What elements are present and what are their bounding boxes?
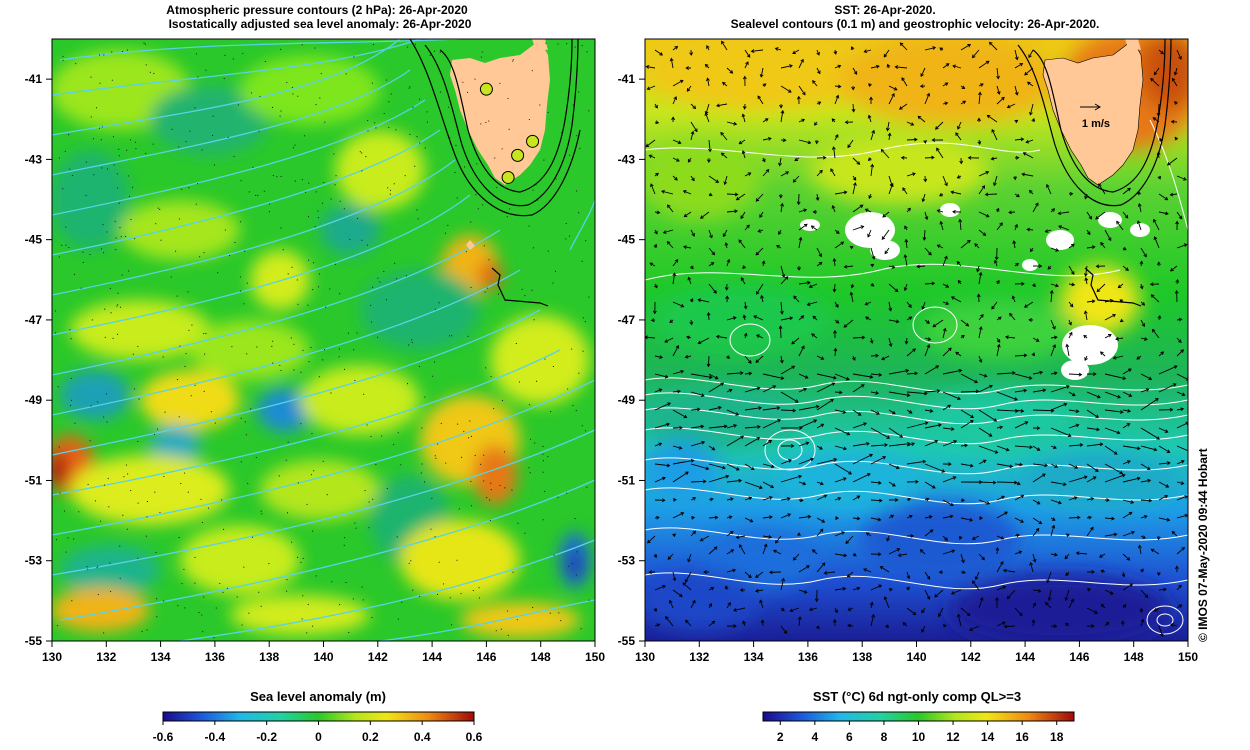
colorbar-tick-label: 16 bbox=[1015, 730, 1029, 744]
left-map-panel: 130 132 134 136 138 140 142 144 146 148 150 -41 -43 -… bbox=[25, 38, 606, 664]
right-map-panel: 1 m/s 130 132 134 136 138 140 142 144 146 148 150 -… bbox=[618, 38, 1199, 664]
x-tick-label: 146 bbox=[1069, 650, 1089, 664]
y-tick-label: -47 bbox=[618, 313, 636, 327]
y-tick-label: -53 bbox=[25, 554, 43, 568]
x-tick-label: 142 bbox=[368, 650, 388, 664]
x-tick-label: 130 bbox=[635, 650, 655, 664]
x-tick-label: 132 bbox=[689, 650, 709, 664]
sst-colorbar: SST (°C) 6d ngt-only comp QL>=3 2 4 6 8 10 12… bbox=[762, 689, 1075, 744]
colorbar-tick-label: 0.6 bbox=[466, 730, 483, 744]
y-tick-label: -51 bbox=[25, 473, 43, 487]
tide-gauge-stations bbox=[479, 82, 540, 184]
x-tick-label: 140 bbox=[906, 650, 926, 664]
x-tick-label: 130 bbox=[42, 650, 62, 664]
colorbar-tick-label: 12 bbox=[946, 730, 960, 744]
x-tick-label: 148 bbox=[531, 650, 551, 664]
right-title-line2: Sealevel contours (0.1 m) and geostrophi… bbox=[731, 17, 1100, 31]
x-tick-label: 144 bbox=[422, 650, 442, 664]
sla-colorbar: Sea level anomaly (m) -0.6 -0.4 -0.2 0 0.2 0.… bbox=[153, 689, 483, 744]
x-tick-label: 138 bbox=[852, 650, 872, 664]
x-tick-label: 132 bbox=[96, 650, 116, 664]
left-title-line1: Atmospheric pressure contours (2 hPa): 2… bbox=[166, 3, 468, 17]
colorbar-tick-label: 0.2 bbox=[362, 730, 379, 744]
colorbar-tick-label: 0 bbox=[315, 730, 322, 744]
x-tick-label: 134 bbox=[151, 650, 171, 664]
y-tick-label: -43 bbox=[25, 152, 43, 166]
colorbar-tick-label: 10 bbox=[912, 730, 926, 744]
right-title-line1: SST: 26-Apr-2020. bbox=[834, 3, 935, 17]
x-tick-label: 136 bbox=[205, 650, 225, 664]
y-tick-label: -49 bbox=[25, 393, 43, 407]
colorbar-tick-label: 4 bbox=[811, 730, 818, 744]
colorbar-tick-label: 2 bbox=[777, 730, 784, 744]
x-tick-label: 136 bbox=[798, 650, 818, 664]
station-marker bbox=[501, 170, 515, 184]
sealevel-contours bbox=[645, 119, 1188, 635]
y-tick-label: -47 bbox=[25, 313, 43, 327]
colorbar-tick-label: 14 bbox=[981, 730, 995, 744]
x-tick-label: 148 bbox=[1124, 650, 1144, 664]
colorbar-tick-label: 18 bbox=[1050, 730, 1064, 744]
y-tick-label: -55 bbox=[618, 634, 636, 648]
x-tick-label: 140 bbox=[313, 650, 333, 664]
tasmania-land-right bbox=[1042, 39, 1144, 186]
velocity-scale-label: 1 m/s bbox=[1082, 118, 1110, 130]
sla-field bbox=[52, 39, 595, 641]
x-tick-label: 142 bbox=[961, 650, 981, 664]
cloud-mask bbox=[800, 203, 1150, 380]
y-tick-label: -45 bbox=[618, 233, 636, 247]
y-tick-label: -45 bbox=[25, 233, 43, 247]
x-tick-label: 138 bbox=[259, 650, 279, 664]
y-tick-label: -41 bbox=[25, 72, 43, 86]
colorbar-tick-label: -0.2 bbox=[256, 730, 277, 744]
y-tick-label: -49 bbox=[618, 393, 636, 407]
colorbar-tick-label: 8 bbox=[881, 730, 888, 744]
imos-credit: © IMOS 07-May-2020 09:44 Hobart bbox=[1196, 448, 1210, 642]
colorbar-tick-label: -0.4 bbox=[204, 730, 225, 744]
colorbar-tick-label: -0.6 bbox=[153, 730, 174, 744]
pressure-contours bbox=[52, 39, 595, 641]
y-tick-label: -53 bbox=[618, 554, 636, 568]
sla-colorbar-label: Sea level anomaly (m) bbox=[250, 689, 386, 704]
x-tick-label: 144 bbox=[1015, 650, 1035, 664]
right-axis-ticks: 130 132 134 136 138 140 142 144 146 148 150 -41 -43 -… bbox=[618, 72, 1199, 664]
x-tick-label: 150 bbox=[1178, 650, 1198, 664]
left-axis-ticks: 130 132 134 136 138 140 142 144 146 148 150 -41 -43 -… bbox=[25, 72, 606, 664]
station-marker bbox=[526, 134, 540, 148]
y-tick-label: -43 bbox=[618, 152, 636, 166]
velocity-scale: 1 m/s bbox=[1080, 103, 1110, 130]
sst-colorbar-label: SST (°C) 6d ngt-only comp QL>=3 bbox=[813, 689, 1021, 704]
tasmania-land bbox=[450, 40, 550, 185]
y-tick-label: -41 bbox=[618, 72, 636, 86]
x-tick-label: 146 bbox=[476, 650, 496, 664]
y-tick-label: -51 bbox=[618, 473, 636, 487]
x-tick-label: 150 bbox=[585, 650, 605, 664]
y-tick-label: -55 bbox=[25, 634, 43, 648]
left-title-line2: Isostatically adjusted sea level anomaly… bbox=[169, 17, 472, 31]
station-marker bbox=[479, 82, 493, 96]
station-marker bbox=[511, 148, 525, 162]
x-tick-label: 134 bbox=[744, 650, 764, 664]
colorbar-tick-label: 6 bbox=[846, 730, 853, 744]
sst-field: 1 m/s bbox=[645, 39, 1188, 641]
geostrophic-velocity-vectors bbox=[645, 40, 1188, 637]
colorbar-tick-label: 0.4 bbox=[414, 730, 431, 744]
